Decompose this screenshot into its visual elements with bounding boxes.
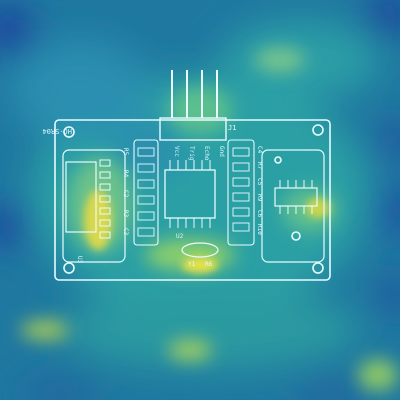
mount-hole-tr	[312, 124, 324, 136]
left-label-c2: C2	[122, 190, 129, 198]
right-label-r10: R10	[256, 224, 263, 235]
right-component-column	[227, 139, 255, 246]
pin-label-vcc: Vcc	[173, 146, 180, 157]
right-transducer-outline	[261, 149, 325, 263]
mount-hole-tl	[63, 126, 75, 138]
left-component-column	[133, 139, 159, 246]
sensor-board	[54, 70, 331, 281]
right-chip-pins	[279, 180, 313, 214]
right-via-2	[274, 156, 282, 164]
left-label-c3: C3	[122, 228, 129, 236]
silkscreen-labels: HC-SR04 J1 Vcc Trig Echo Gnd R5 R4 C2 R3…	[42, 124, 263, 268]
left-pads	[99, 159, 111, 239]
chip-label-u3: U3	[76, 256, 83, 264]
mount-hole-bl	[63, 262, 75, 274]
crystal	[181, 242, 219, 258]
right-label-c4: C4	[256, 146, 263, 154]
ic-pins	[169, 160, 211, 228]
right-smd-pads	[232, 147, 250, 232]
bottom-label-y1: Y1	[188, 261, 196, 268]
left-label-r5: R5	[122, 148, 129, 156]
right-label-c5: C5	[256, 178, 263, 186]
left-label-r3: R3	[122, 210, 129, 218]
bottom-label-r6: R6	[205, 261, 213, 268]
left-transducer-outline	[62, 149, 126, 263]
left-smd-pads	[137, 147, 155, 237]
left-transducer-body	[65, 161, 97, 233]
header-block	[159, 117, 227, 141]
pin-label-echo: Echo	[203, 146, 210, 161]
left-label-r4: R4	[122, 170, 129, 178]
chip-label-u2: U2	[176, 233, 184, 240]
board-outline	[54, 119, 331, 281]
board-model-label: HC-SR04	[42, 127, 72, 135]
header-pins	[159, 70, 227, 141]
mount-hole-br	[312, 262, 324, 274]
connector-label: J1	[228, 124, 236, 132]
pin-label-trig: Trig	[188, 146, 195, 161]
right-label-c6: C6	[256, 210, 263, 218]
pin-label-gnd: Gnd	[218, 146, 225, 157]
center-ic	[164, 169, 216, 219]
right-label-r7: R7	[256, 162, 263, 170]
right-via-1	[291, 231, 301, 241]
right-label-r9: R9	[256, 194, 263, 202]
